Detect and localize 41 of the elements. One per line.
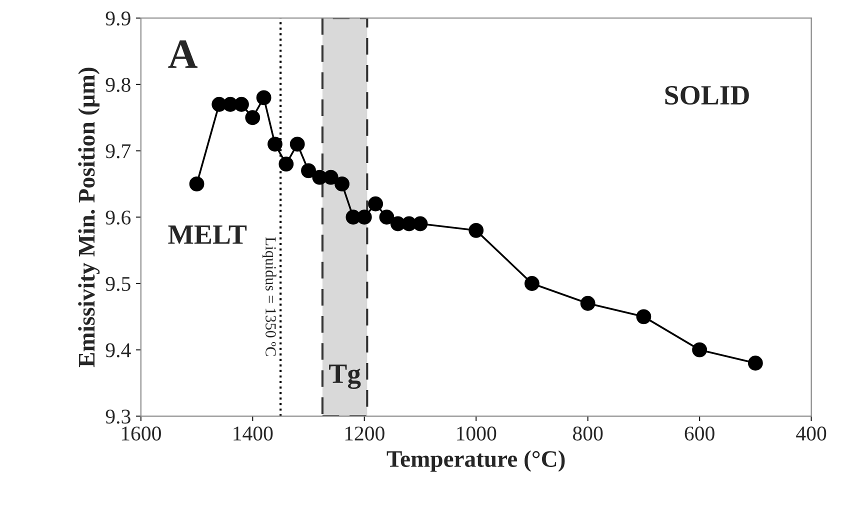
- y-tick-label: 9.5: [106, 276, 130, 292]
- y-tick-label: 9.7: [106, 144, 131, 158]
- point: [580, 296, 596, 311]
- point: [524, 276, 540, 291]
- ref-line-label: Liquidus = 1350 ºC: [262, 237, 276, 356]
- point: [189, 176, 204, 192]
- point: [268, 136, 282, 152]
- y-tick-label: 9.8: [106, 78, 130, 92]
- x-tick-label: 800: [573, 426, 603, 441]
- point: [356, 210, 372, 225]
- x-tick-label: 1000: [457, 426, 496, 441]
- point: [468, 222, 484, 238]
- point: [278, 156, 294, 172]
- point: [636, 309, 652, 324]
- point: [692, 342, 708, 358]
- band-label: Tg: [329, 364, 361, 389]
- point: [245, 110, 260, 126]
- point: [748, 356, 763, 371]
- point: [234, 96, 249, 112]
- y-tick-label: 9.6: [106, 210, 131, 225]
- annotation: A: [168, 40, 198, 68]
- y-tick-label: 9.4: [106, 343, 131, 358]
- point: [323, 170, 338, 185]
- x-tick-label: 400: [796, 426, 826, 441]
- annotation: SOLID: [665, 86, 749, 105]
- point: [412, 216, 428, 232]
- x-tick-label: 600: [684, 426, 714, 441]
- y-axis-title: Emissivity Min. Position (µm): [78, 68, 100, 368]
- point: [368, 196, 384, 212]
- point: [256, 90, 272, 106]
- point: [290, 136, 305, 152]
- y-tick-label: 9.9: [106, 12, 130, 26]
- x-tick-label: 1600: [122, 426, 161, 441]
- x-tick-label: 1400: [234, 426, 273, 441]
- point: [301, 163, 316, 178]
- x-axis-title: Temperature (°C): [386, 450, 565, 472]
- point: [334, 176, 350, 192]
- x-tick-label: 1200: [345, 426, 384, 441]
- annotation: MELT: [168, 226, 247, 244]
- y-tick-label: 9.3: [106, 410, 130, 424]
- point: [379, 210, 394, 225]
